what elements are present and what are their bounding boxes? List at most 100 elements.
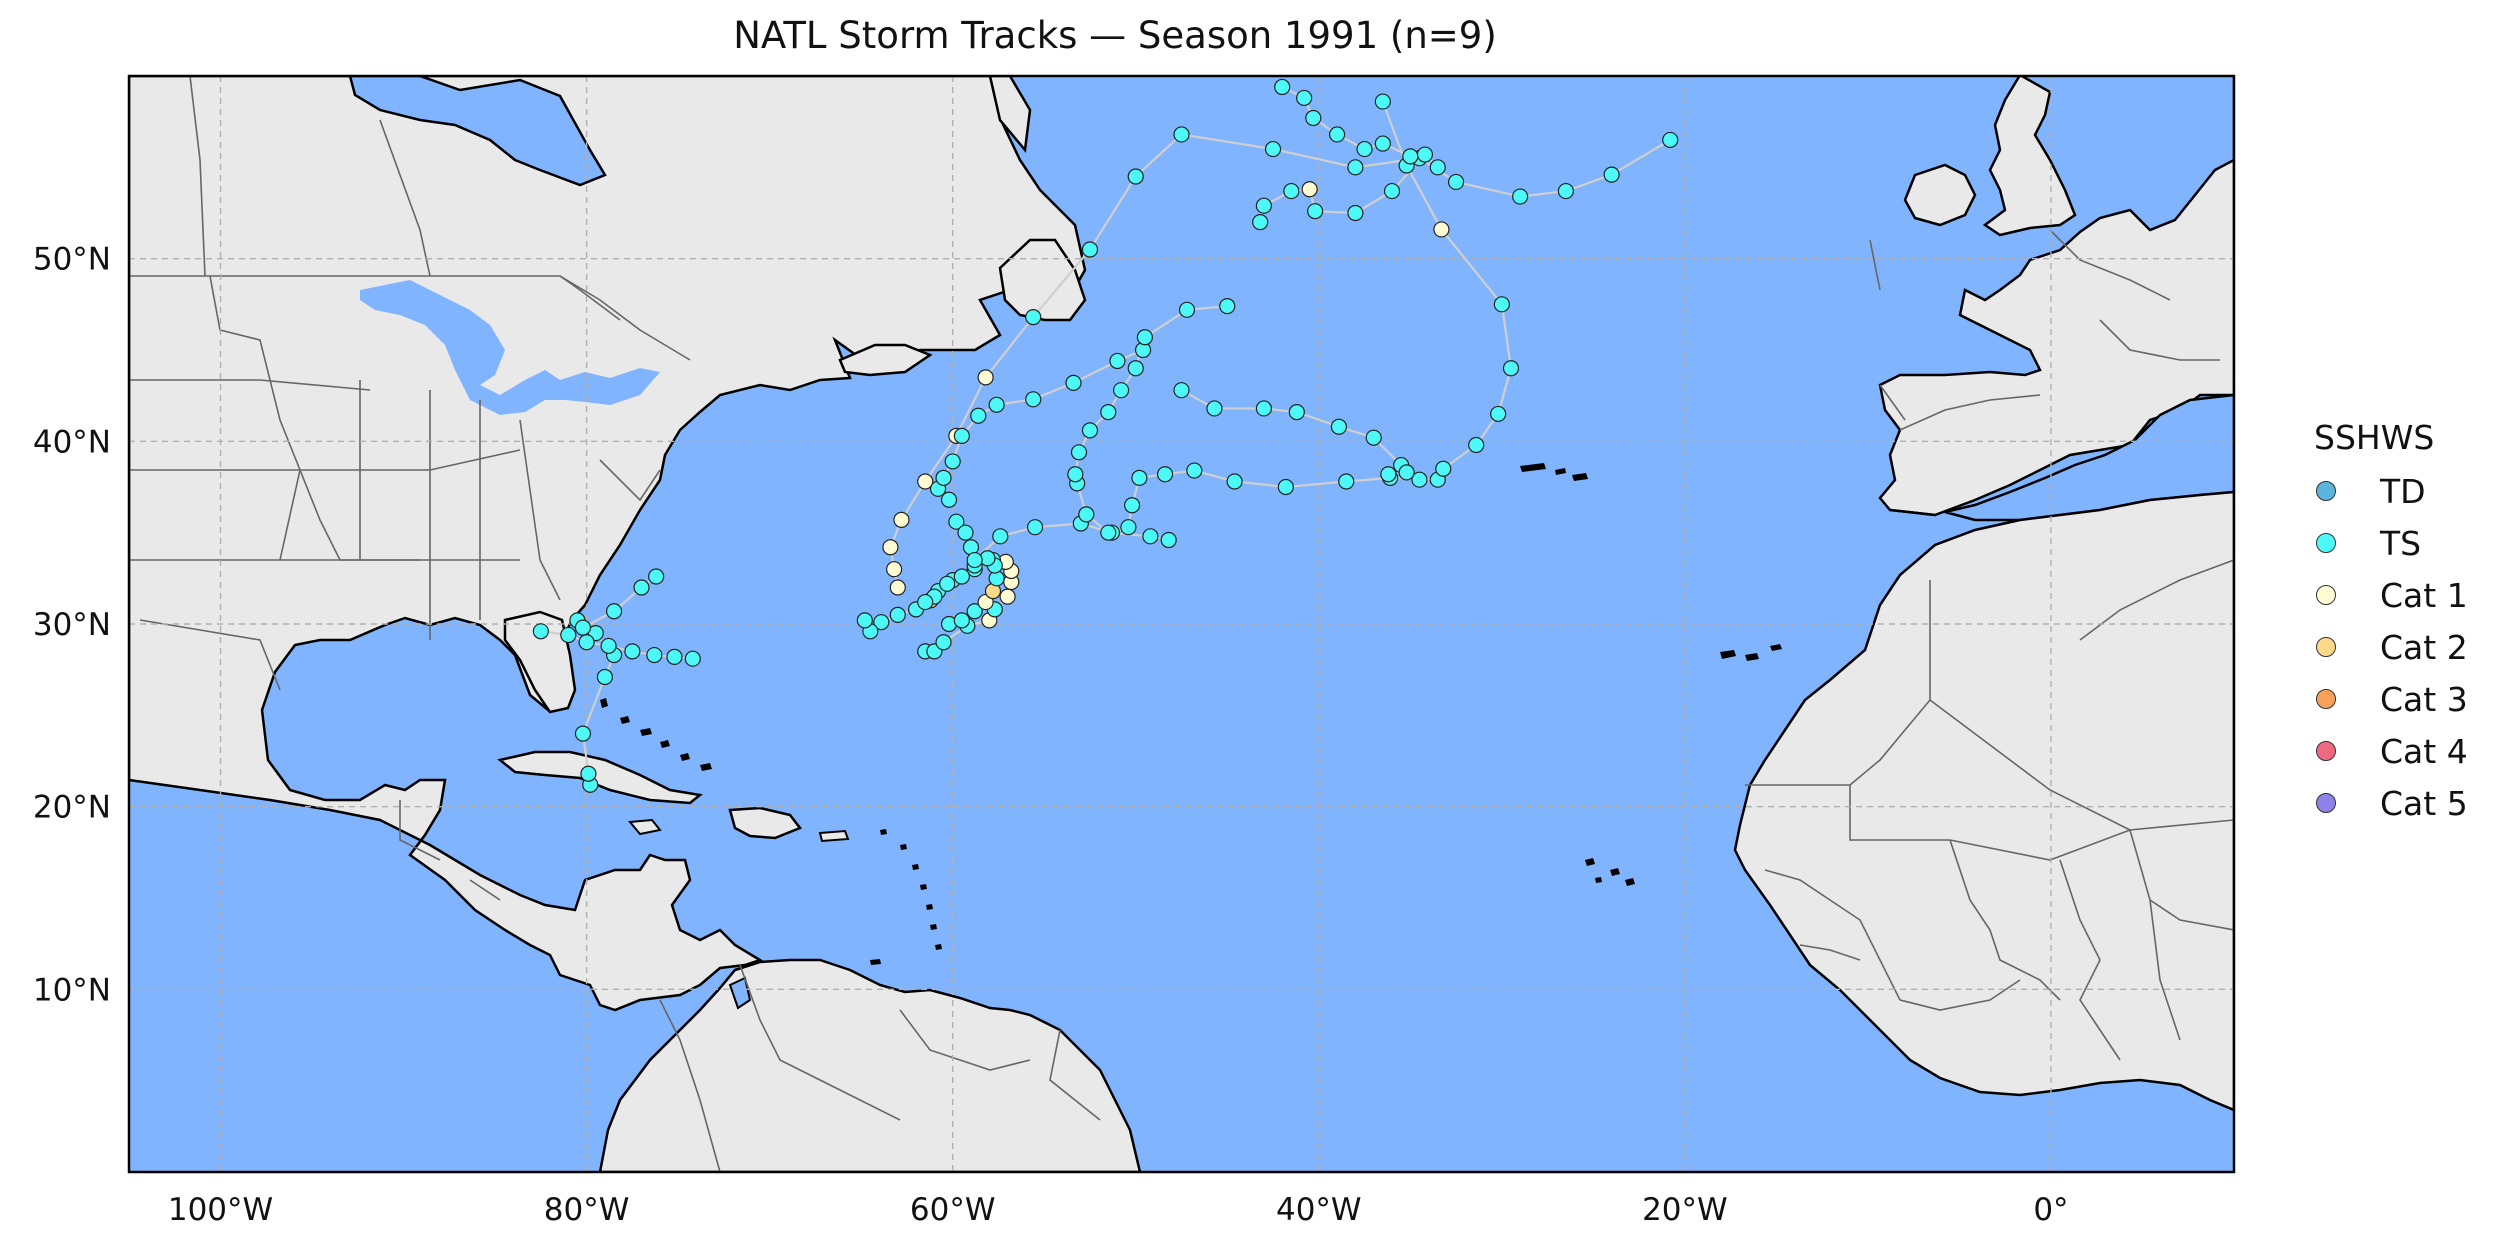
land-greenland <box>988 76 1032 154</box>
track-point <box>1127 360 1144 377</box>
track-point <box>1156 466 1174 483</box>
y-tick-labels: 10°N 20°N 30°N 40°N 50°N <box>33 242 111 1009</box>
y-tick-label: 30°N <box>33 607 111 643</box>
track-point <box>1380 466 1397 483</box>
land-nova-scotia <box>838 343 933 377</box>
track-point <box>889 579 906 596</box>
legend-item: Cat 3 <box>2300 673 2468 725</box>
track-point <box>889 606 906 623</box>
track-point <box>1109 352 1126 370</box>
track-point <box>1026 519 1044 536</box>
track-point <box>1100 524 1117 541</box>
track-point <box>1112 382 1130 399</box>
track-point <box>1305 109 1322 127</box>
legend-item: TD <box>2300 465 2468 517</box>
track-point <box>1416 146 1434 163</box>
track-point <box>1226 473 1243 490</box>
track-point <box>1383 182 1401 200</box>
land-cuba <box>497 750 703 805</box>
cape-verde <box>1585 858 1635 886</box>
legend-label: TS <box>2380 523 2422 563</box>
track-point <box>1468 436 1485 454</box>
track-point <box>953 427 970 444</box>
track-point <box>1274 78 1291 96</box>
track-point <box>1296 89 1313 107</box>
track-point <box>966 603 983 620</box>
track-point <box>988 396 1005 413</box>
legend-item: Cat 1 <box>2300 569 2468 621</box>
track-point <box>1178 301 1196 318</box>
legend-label: Cat 4 <box>2380 731 2468 771</box>
track-point <box>966 551 983 569</box>
track-point <box>1330 418 1348 435</box>
track-point <box>648 568 665 585</box>
bahamas <box>600 698 712 771</box>
track-point <box>684 650 701 667</box>
track-point <box>1206 400 1223 417</box>
track-point <box>1502 360 1520 377</box>
track-point <box>1255 197 1272 214</box>
track-point <box>1374 93 1391 110</box>
track-point <box>1603 166 1620 183</box>
track-point <box>1255 400 1272 417</box>
track-point <box>574 619 592 636</box>
track-point <box>1398 464 1415 481</box>
track-point <box>624 643 641 660</box>
track-point <box>596 668 614 686</box>
track-point <box>1374 135 1391 152</box>
track-point <box>1067 466 1084 483</box>
track-point <box>856 612 873 629</box>
track-point <box>939 575 956 592</box>
track-point <box>1402 148 1419 165</box>
track-point <box>1252 214 1269 231</box>
track-point <box>532 623 549 640</box>
legend-item: Cat 2 <box>2300 621 2468 673</box>
track-point <box>944 453 961 470</box>
track-point <box>1142 528 1159 545</box>
y-tick-label: 40°N <box>33 424 111 460</box>
track-point <box>977 369 994 386</box>
legend-marker-icon <box>2316 793 2336 813</box>
track-point <box>886 561 903 578</box>
track-point <box>1127 168 1144 185</box>
land-puerto-rico <box>818 829 850 843</box>
x-tick-label: 20°W <box>1642 1192 1728 1228</box>
track-point <box>1277 478 1294 496</box>
track-point <box>1173 382 1190 399</box>
track-point <box>1131 469 1148 486</box>
land-africa <box>1733 490 2234 1112</box>
y-tick-label: 10°N <box>33 972 111 1008</box>
great-lakes <box>360 280 660 415</box>
track-point <box>1493 296 1510 313</box>
x-tick-labels: 100°W 80°W 60°W 40°W 20°W 0° <box>168 1192 2069 1228</box>
track-point <box>893 511 910 528</box>
track-point <box>970 407 987 424</box>
track-point <box>646 646 663 664</box>
legend: SSHWS TD TS Cat 1 Cat 2 Cat 3 Cat 4 Cat 5 <box>2300 418 2468 829</box>
track-point <box>999 588 1016 605</box>
track-point <box>935 469 952 486</box>
track-point <box>1160 531 1177 549</box>
track-point <box>1662 131 1679 149</box>
track-point <box>882 539 899 556</box>
track-point <box>1288 404 1305 421</box>
gridlines <box>129 76 2234 1172</box>
y-tick-label: 50°N <box>33 242 111 278</box>
track-point <box>605 603 623 620</box>
track-point <box>953 568 970 585</box>
x-tick-label: 80°W <box>544 1192 630 1228</box>
track-point <box>574 725 592 742</box>
legend-label: Cat 3 <box>2380 679 2468 719</box>
x-tick-label: 0° <box>2033 1192 2068 1228</box>
legend-label: TD <box>2380 471 2426 511</box>
legend-marker-icon <box>2316 689 2336 709</box>
land-florida <box>503 610 577 714</box>
legend-label: Cat 5 <box>2380 783 2468 823</box>
track-point <box>1490 405 1507 423</box>
track-point <box>1347 159 1364 176</box>
land-hispaniola <box>728 806 802 840</box>
land-newfoundland <box>998 238 1087 322</box>
track-point <box>1338 473 1355 490</box>
track-point <box>992 528 1009 545</box>
track-point <box>1301 181 1318 198</box>
